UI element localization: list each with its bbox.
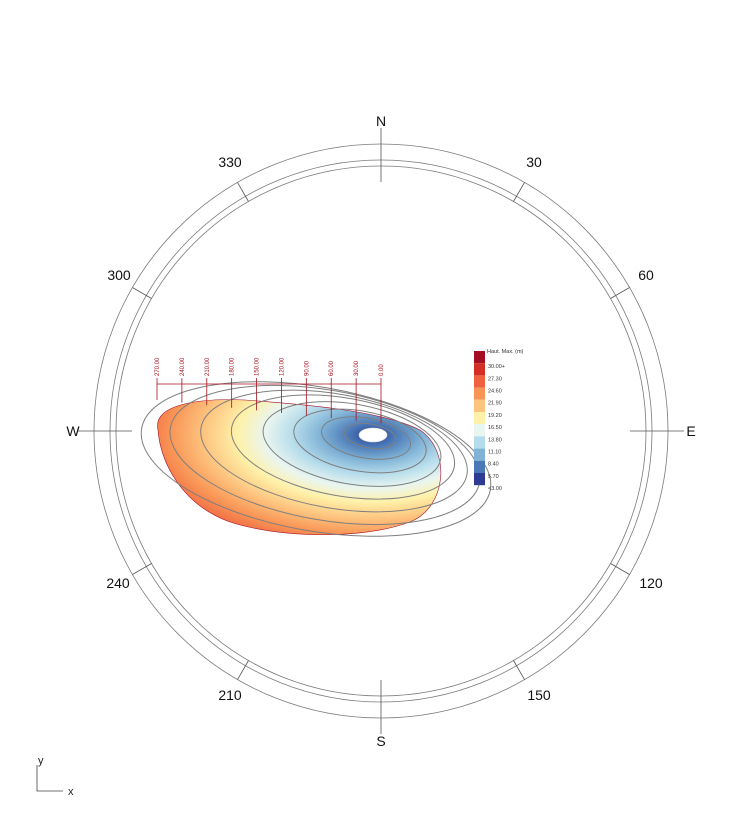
- legend-label: 21.90: [488, 401, 502, 407]
- contour-line: [140, 381, 492, 537]
- distance-ruler: [156, 378, 382, 424]
- legend-swatch: [474, 460, 485, 473]
- axis-lines: [36, 765, 63, 792]
- ruler-labels: 270.00 240.00 210.00 180.00 150.00 120.00 90.0…: [155, 357, 385, 376]
- contour-line: [343, 422, 397, 450]
- compass-tick: [237, 660, 249, 680]
- ruler-label: 120.00: [279, 357, 285, 376]
- ruler-label: 30.00: [354, 360, 360, 376]
- legend-label: 11.10: [488, 450, 501, 456]
- x-axis-label: x: [68, 786, 74, 798]
- legend-label: 30.00+: [488, 364, 505, 370]
- legend-swatch: [474, 473, 485, 486]
- bearing-120-label: 120: [639, 575, 663, 591]
- legend-swatch: [474, 363, 485, 376]
- bearing-300-label: 300: [107, 267, 131, 283]
- legend-swatch: [474, 436, 485, 449]
- ruler-label: 0.00: [379, 364, 385, 376]
- legend-swatch: [474, 448, 485, 461]
- contour-line: [293, 408, 427, 474]
- legend-swatch: [474, 387, 485, 400]
- axis-indicator: [36, 765, 63, 792]
- legend-swatch: [474, 424, 485, 437]
- legend-label: 5.70: [488, 474, 499, 480]
- contour-line: [321, 416, 411, 460]
- ruler-ticks: [156, 378, 382, 424]
- west-label: W: [66, 423, 80, 439]
- legend-label: 24.60: [488, 389, 502, 395]
- legend-label: 16.50: [488, 425, 502, 431]
- compass-ticks: [78, 128, 684, 734]
- bearing-30-label: 30: [526, 154, 542, 170]
- compass-tick: [610, 563, 630, 575]
- heat-map: [140, 381, 492, 537]
- contour-line: [200, 389, 468, 513]
- bearing-330-label: 330: [218, 154, 242, 170]
- compass-tick: [237, 182, 249, 202]
- legend-swatches: 30.00+ 27.30 24.60 21.90 19.20 16.50 13.80 11.1…: [474, 351, 505, 492]
- compass-tick: [610, 287, 630, 299]
- ruler-label: 270.00: [155, 357, 161, 376]
- compass-tick: [132, 287, 152, 299]
- legend-swatch: [474, 399, 485, 412]
- contour-line: [262, 401, 442, 487]
- building-footprint: [358, 427, 388, 443]
- legend-label: 13.80: [488, 437, 502, 443]
- bearing-240-label: 240: [106, 575, 130, 591]
- ruler-label: 150.00: [255, 357, 261, 376]
- compass-tick: [513, 660, 525, 680]
- bearing-60-label: 60: [638, 267, 654, 283]
- legend-label: 19.20: [488, 413, 502, 419]
- legend-title: Haut. Max. (m): [487, 349, 524, 355]
- legend-swatch: [474, 375, 485, 388]
- ruler-label: 180.00: [230, 357, 236, 376]
- ruler-label: 210.00: [205, 357, 211, 376]
- contour-lines: [140, 381, 492, 537]
- bearing-210-label: 210: [218, 687, 242, 703]
- compass-tick: [513, 182, 525, 202]
- ruler-label: 240.00: [180, 357, 186, 376]
- legend-label: <3.00: [488, 486, 502, 492]
- compass: N E S W 30 60 120 150 210 240 300 330: [66, 113, 695, 749]
- ruler-label: 90.00: [304, 360, 310, 376]
- contour-line: [230, 394, 456, 500]
- legend: Haut. Max. (m) 30.00+ 27.30 24.60 21.90 19.2…: [474, 349, 524, 492]
- east-label: E: [686, 423, 695, 439]
- legend-swatch: [474, 351, 485, 364]
- south-label: S: [376, 733, 385, 749]
- legend-swatch: [474, 412, 485, 425]
- compass-tick: [132, 563, 152, 575]
- legend-label: 8.40: [488, 462, 499, 468]
- y-axis-label: y: [38, 755, 44, 767]
- bearing-150-label: 150: [527, 687, 551, 703]
- legend-label: 27.30: [488, 376, 502, 382]
- north-label: N: [376, 113, 386, 129]
- ruler-label: 60.00: [329, 360, 335, 376]
